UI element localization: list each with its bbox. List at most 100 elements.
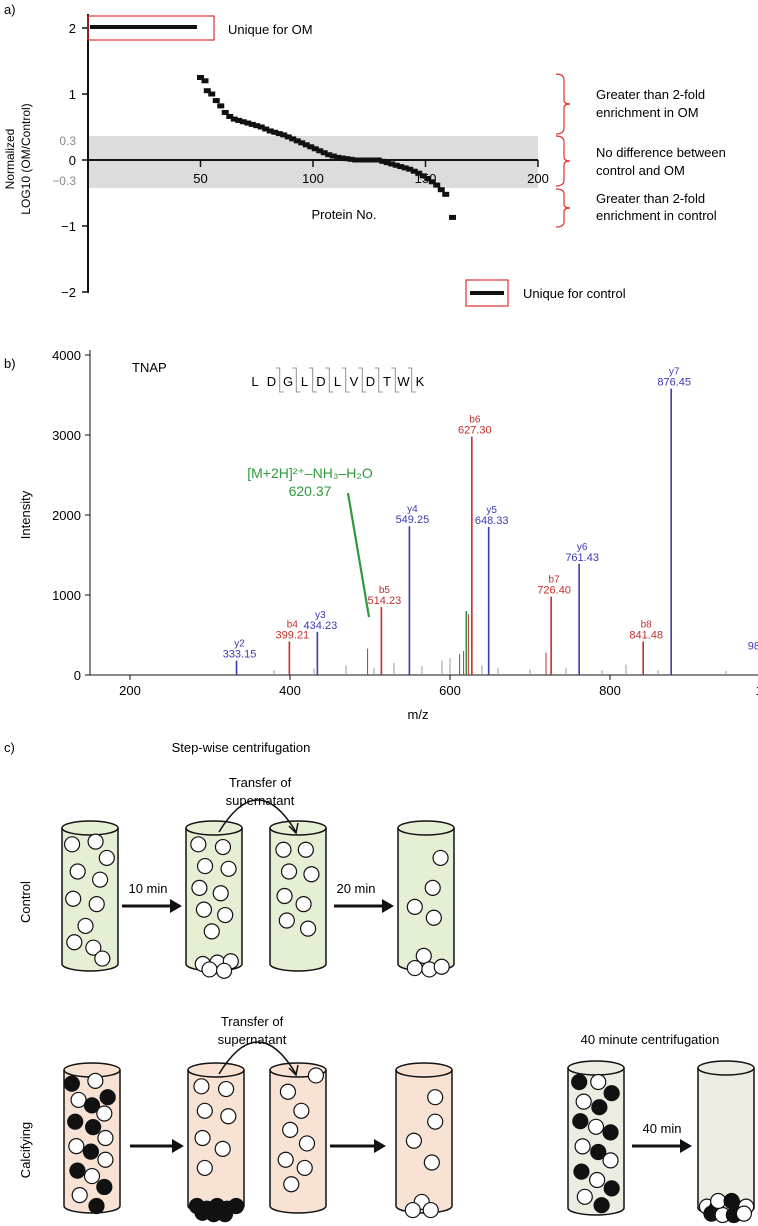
ratio-point bbox=[383, 160, 391, 166]
tube-top bbox=[61, 820, 119, 836]
stepwise-title: Step-wise centrifugation bbox=[172, 740, 311, 755]
single-tube-1 bbox=[567, 1060, 625, 1216]
peak-ion-label: y4 bbox=[407, 504, 418, 515]
light-particle bbox=[425, 909, 442, 926]
peak-mz-label: 333.15 bbox=[223, 649, 257, 661]
ratio-point bbox=[406, 166, 414, 172]
light-particle bbox=[303, 866, 320, 883]
ratio-point bbox=[415, 170, 423, 176]
dark-particle bbox=[603, 1180, 620, 1197]
light-particle bbox=[217, 1080, 235, 1098]
light-particle bbox=[710, 1192, 727, 1210]
tube-top bbox=[185, 820, 243, 836]
light-particle bbox=[276, 887, 293, 905]
peak-ion-label: b8 bbox=[641, 619, 653, 630]
panel-b-label: b) bbox=[4, 356, 16, 371]
light-particle bbox=[307, 1067, 325, 1084]
ratio-point bbox=[212, 98, 220, 104]
y-tick-label-b: 1000 bbox=[52, 588, 81, 603]
ratio-point bbox=[221, 109, 229, 115]
peak-ion-label: b7 bbox=[549, 575, 561, 586]
dark-particle bbox=[63, 1075, 80, 1092]
transfer-arrow-1-head bbox=[288, 822, 299, 835]
ratio-points bbox=[197, 75, 456, 220]
ratio-point bbox=[379, 158, 387, 164]
transfer-arrow-1 bbox=[218, 799, 297, 833]
light-particle bbox=[297, 841, 314, 858]
light-particle bbox=[574, 1138, 591, 1155]
dark-particle bbox=[216, 1206, 234, 1223]
y-tick-label-a: 0 bbox=[69, 153, 76, 168]
fragment-bracket bbox=[391, 367, 400, 393]
ratio-point bbox=[410, 168, 418, 174]
tube-top bbox=[567, 1060, 625, 1076]
dark-particle bbox=[88, 1197, 105, 1215]
panel-a-label: a) bbox=[4, 2, 16, 17]
peptide-residue: L bbox=[301, 374, 308, 389]
light-particle bbox=[98, 849, 115, 867]
ratio-point bbox=[437, 187, 445, 193]
ratio-point bbox=[230, 116, 238, 122]
peptide-residue: L bbox=[251, 374, 258, 389]
single-title: 40 minute centrifugation bbox=[581, 1032, 720, 1047]
bracket-greater-om bbox=[555, 73, 571, 135]
dark-particle bbox=[573, 1163, 590, 1180]
ratio-point bbox=[203, 88, 211, 94]
greater-om-line2: enrichment in OM bbox=[596, 105, 699, 120]
light-particle bbox=[278, 912, 295, 929]
fragment-bracket bbox=[374, 367, 383, 393]
peak-ion-label: y2 bbox=[234, 639, 245, 650]
calcifying-tube-2 bbox=[187, 1062, 245, 1223]
arrow-calc-1-head bbox=[172, 1139, 184, 1153]
ratio-point bbox=[352, 157, 360, 163]
light-particle bbox=[279, 1083, 297, 1100]
ratio-point bbox=[361, 157, 369, 163]
peptide-residue: G bbox=[283, 374, 293, 389]
light-particle bbox=[190, 836, 207, 853]
ratio-point bbox=[217, 103, 225, 109]
light-particle bbox=[196, 1102, 213, 1119]
y-tick-label-a: 2 bbox=[69, 21, 76, 36]
peak-mz-label: 989.52 bbox=[748, 641, 758, 653]
tube-top bbox=[187, 1062, 245, 1078]
tube-body bbox=[697, 1068, 755, 1216]
dark-particle bbox=[572, 1113, 589, 1130]
light-particle bbox=[406, 898, 423, 915]
tube-top bbox=[697, 1060, 755, 1076]
precursor-value: 620.37 bbox=[289, 483, 332, 499]
light-particle bbox=[97, 1151, 114, 1168]
ratio-point bbox=[271, 129, 279, 135]
dark-particle bbox=[83, 1097, 101, 1114]
dark-particle bbox=[69, 1162, 86, 1179]
peptide-residue: V bbox=[350, 374, 359, 389]
precursor-label: [M+2H]²⁺–NH₃–H₂O bbox=[247, 465, 373, 481]
ratio-point bbox=[433, 182, 441, 188]
y-tick-label-a: −1 bbox=[61, 219, 76, 234]
ratio-point bbox=[208, 91, 216, 97]
minor-peaks bbox=[273, 614, 727, 675]
ratio-point bbox=[302, 142, 310, 148]
peak-mz-label: 761.43 bbox=[565, 552, 599, 564]
light-particle bbox=[91, 871, 109, 888]
peak-mz-label: 627.30 bbox=[458, 425, 492, 437]
calcifying-tube-4 bbox=[395, 1062, 453, 1219]
ratio-point bbox=[320, 150, 328, 156]
no-diff-line2: control and OM bbox=[596, 163, 685, 178]
light-particle bbox=[69, 863, 86, 880]
peak-ion-label: b4 bbox=[287, 619, 299, 630]
light-particle bbox=[405, 1132, 423, 1149]
light-particle bbox=[217, 906, 234, 924]
tube-body bbox=[269, 1070, 327, 1214]
x-tick-label-a: 50 bbox=[193, 171, 207, 186]
peak-mz-label: 514.23 bbox=[368, 595, 402, 607]
light-particle bbox=[587, 1118, 605, 1135]
light-particle bbox=[602, 1152, 619, 1169]
precursor-pointer bbox=[346, 492, 371, 618]
peptide-residue: T bbox=[383, 374, 391, 389]
light-particle bbox=[63, 836, 81, 853]
row-label-calcifying: Calcifying bbox=[18, 1122, 33, 1178]
light-particle bbox=[298, 1135, 316, 1152]
fragment-bracket bbox=[308, 367, 317, 393]
